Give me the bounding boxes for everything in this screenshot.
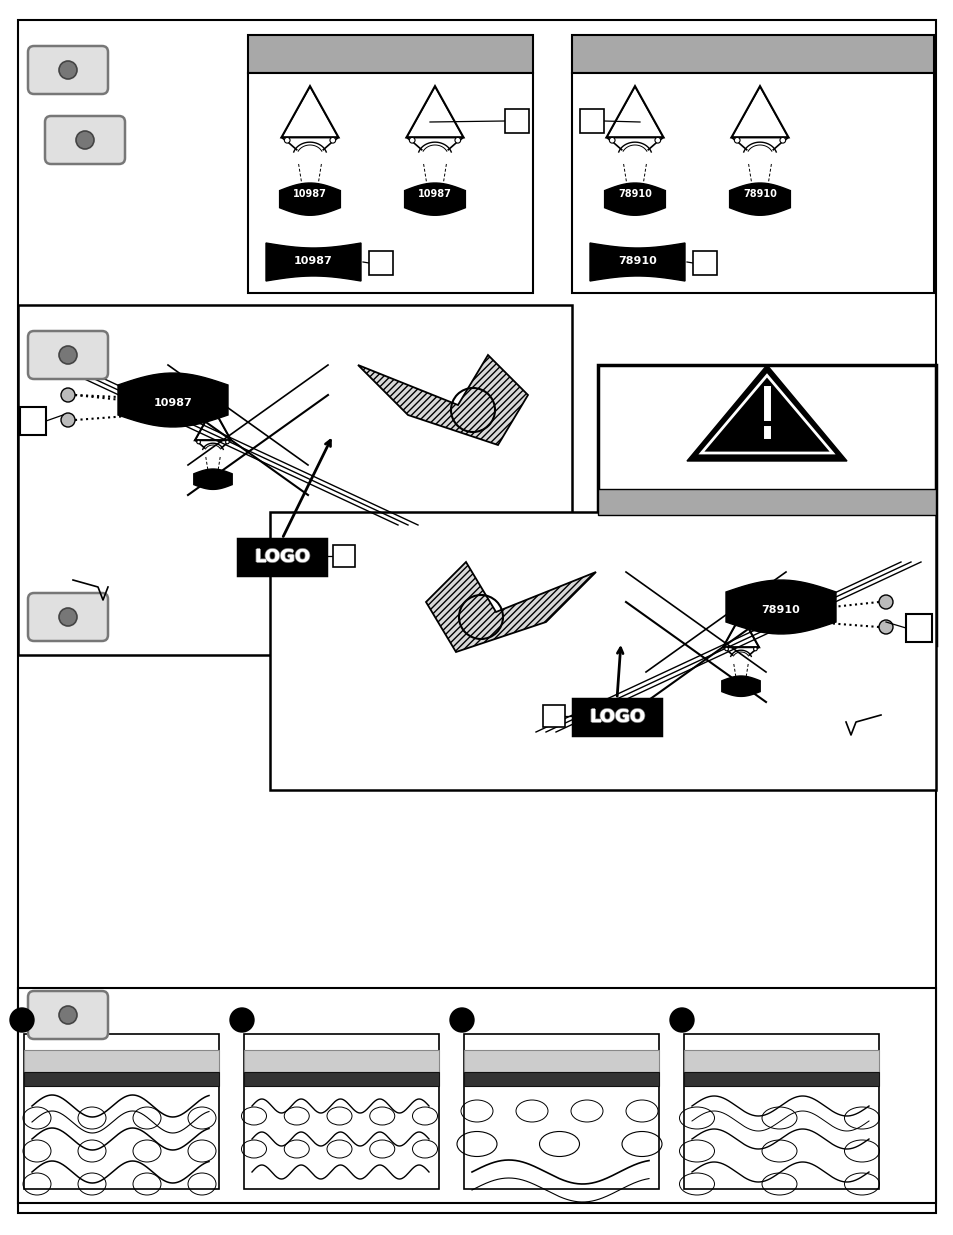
Circle shape <box>284 137 290 143</box>
Bar <box>683 1050 878 1072</box>
Circle shape <box>450 1008 474 1032</box>
Text: LOGO: LOGO <box>588 709 644 727</box>
Bar <box>598 489 935 515</box>
Bar <box>504 109 529 133</box>
Circle shape <box>230 1008 253 1032</box>
Text: 10987: 10987 <box>293 189 327 199</box>
Polygon shape <box>118 373 228 427</box>
Bar <box>598 366 935 645</box>
Circle shape <box>609 137 615 143</box>
Text: LOGO: LOGO <box>253 548 309 566</box>
Bar <box>248 73 533 293</box>
Circle shape <box>655 137 660 143</box>
Text: LOGO: LOGO <box>254 548 311 566</box>
Polygon shape <box>404 183 465 215</box>
Bar <box>572 35 933 73</box>
Text: 78910: 78910 <box>618 256 657 266</box>
Bar <box>244 1072 438 1086</box>
Bar <box>248 35 533 73</box>
Text: 10987: 10987 <box>417 189 452 199</box>
Text: 78910: 78910 <box>618 189 651 199</box>
Circle shape <box>61 412 75 427</box>
FancyBboxPatch shape <box>45 116 125 164</box>
Polygon shape <box>604 183 664 215</box>
Polygon shape <box>357 354 527 445</box>
Bar <box>369 251 393 275</box>
Polygon shape <box>686 366 846 461</box>
Polygon shape <box>426 562 596 652</box>
Circle shape <box>59 61 77 79</box>
Text: LOGO: LOGO <box>253 547 310 564</box>
Bar <box>683 1034 878 1189</box>
FancyBboxPatch shape <box>28 593 108 641</box>
Circle shape <box>330 137 335 143</box>
Text: 10987: 10987 <box>153 398 193 408</box>
Circle shape <box>59 346 77 364</box>
Bar <box>579 109 603 133</box>
Text: LOGO: LOGO <box>253 548 310 566</box>
Circle shape <box>753 647 757 651</box>
Polygon shape <box>193 469 232 489</box>
Circle shape <box>59 608 77 626</box>
Circle shape <box>724 647 728 651</box>
Bar <box>24 1034 219 1189</box>
Bar <box>18 305 572 655</box>
Bar <box>573 699 660 735</box>
Polygon shape <box>589 243 684 282</box>
Bar <box>463 1034 659 1189</box>
Bar <box>24 1050 219 1072</box>
Circle shape <box>409 137 415 143</box>
Bar <box>20 408 46 435</box>
Circle shape <box>455 137 460 143</box>
Circle shape <box>780 137 785 143</box>
Text: LOGO: LOGO <box>253 548 310 566</box>
Polygon shape <box>729 183 790 215</box>
Circle shape <box>878 620 892 634</box>
Circle shape <box>196 440 200 443</box>
Bar <box>463 1072 659 1086</box>
Circle shape <box>10 1008 34 1032</box>
Bar <box>24 1072 219 1086</box>
Bar <box>237 538 326 576</box>
Bar <box>692 251 717 275</box>
Polygon shape <box>725 580 835 634</box>
Text: LOGO: LOGO <box>588 708 644 726</box>
Polygon shape <box>266 243 360 282</box>
Text: 78910: 78910 <box>742 189 776 199</box>
Circle shape <box>61 388 75 403</box>
Bar <box>683 1072 878 1086</box>
Bar <box>463 1050 659 1072</box>
Bar <box>572 73 933 293</box>
Text: LOGO: LOGO <box>587 708 643 726</box>
Bar <box>244 1034 438 1189</box>
Circle shape <box>76 131 94 149</box>
Text: LOGO: LOGO <box>253 550 310 567</box>
Circle shape <box>734 137 740 143</box>
Bar <box>244 1050 438 1072</box>
Polygon shape <box>279 183 340 215</box>
Text: 78910: 78910 <box>760 605 800 615</box>
Text: LOGO: LOGO <box>589 708 645 726</box>
Polygon shape <box>721 676 760 697</box>
FancyBboxPatch shape <box>28 990 108 1039</box>
Bar <box>905 614 931 642</box>
Text: 10987: 10987 <box>294 256 333 266</box>
Text: LOGO: LOGO <box>588 708 644 726</box>
Circle shape <box>59 1007 77 1024</box>
Text: LOGO: LOGO <box>588 706 644 725</box>
Bar <box>18 988 935 1203</box>
Circle shape <box>225 440 229 443</box>
Bar <box>270 513 935 790</box>
Circle shape <box>669 1008 693 1032</box>
FancyBboxPatch shape <box>28 331 108 379</box>
FancyBboxPatch shape <box>28 46 108 94</box>
Bar <box>542 705 564 727</box>
Bar <box>333 545 355 567</box>
Circle shape <box>878 595 892 609</box>
